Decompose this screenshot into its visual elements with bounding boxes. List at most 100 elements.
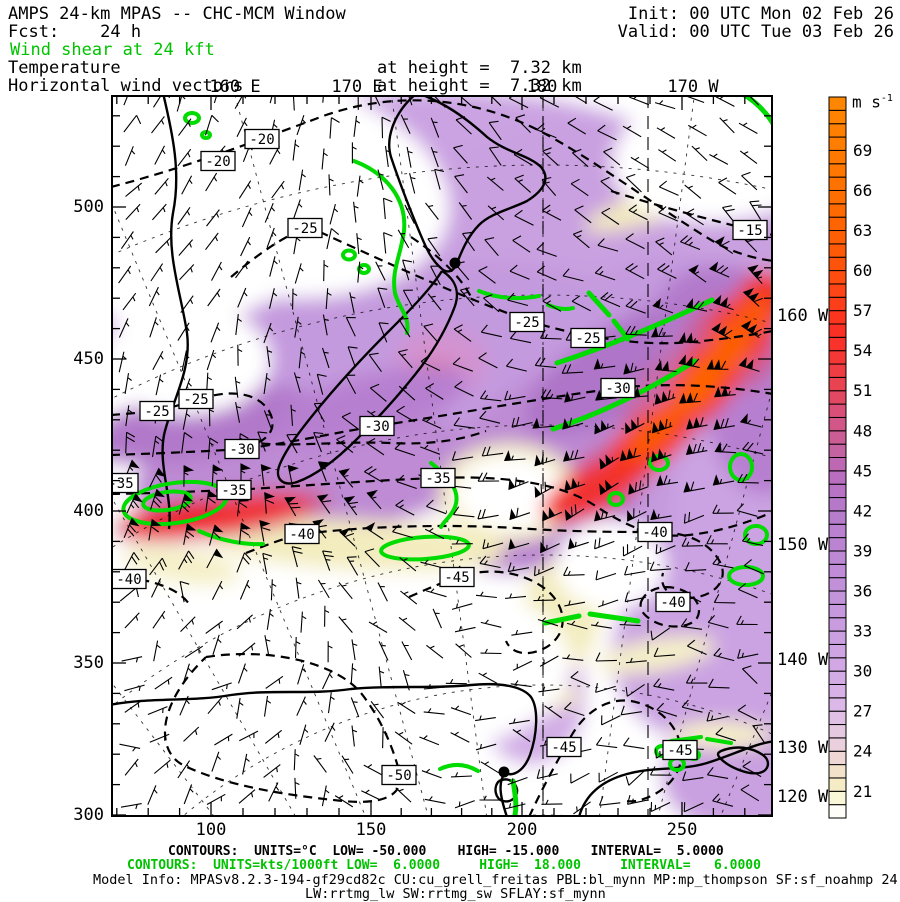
svg-text:-30: -30	[605, 381, 630, 397]
x-axis-tick-label: 100	[195, 820, 227, 840]
contour-label: -25	[287, 217, 323, 239]
y-axis-tick-label: 500	[73, 197, 104, 217]
colorbar-tick-label: 30	[853, 662, 872, 681]
contour-label: -30	[600, 377, 636, 399]
y-axis-tick-label: 350	[73, 653, 104, 673]
station-dot	[498, 766, 510, 778]
contour-label: -25	[509, 311, 545, 333]
contour-label: -40	[111, 568, 147, 590]
svg-text:-20: -20	[205, 154, 230, 170]
right-longitude-label: 150 W	[777, 535, 829, 555]
contour-label: -45	[662, 739, 698, 761]
temperature-contour-info: CONTOURS: UNITS=°C LOW= -50.000 HIGH= -1…	[168, 844, 724, 859]
y-axis-tick-label: 300	[73, 805, 104, 825]
colorbar-tick-label: 57	[853, 301, 872, 320]
station-dot	[449, 257, 461, 269]
contour-label: -45	[439, 566, 475, 588]
model-info-line2: LW:rrtmg_lw SW:rrtmg_sw SFLAY:sf_mynn	[305, 886, 606, 902]
svg-text:-35: -35	[111, 476, 134, 492]
wind-speed-fill	[111, 95, 773, 817]
contour-label: -25	[570, 327, 606, 349]
overlay-wind-label: Horizontal wind vectors	[8, 76, 244, 96]
contour-label: -35	[420, 467, 456, 489]
colorbar-tick-label: 39	[853, 541, 872, 560]
svg-text:-15: -15	[737, 223, 762, 239]
colorbar-tick-label: 36	[853, 582, 872, 601]
svg-text:-25: -25	[575, 331, 600, 347]
contour-label: -45	[546, 736, 582, 758]
svg-text:-25: -25	[144, 404, 169, 420]
station-markers	[449, 257, 510, 778]
colorbar-tick-label: 60	[853, 261, 872, 280]
colorbar-tick-label: 21	[853, 782, 872, 801]
init-time-label: Init: 00 UTC Mon 02 Feb 26	[627, 4, 894, 24]
colorbar-tick-label: 48	[853, 421, 872, 440]
colorbar-tick-label: 27	[853, 702, 872, 721]
wind-height-label: at height = 7.32 km	[377, 76, 582, 96]
overlay-shear-label: Wind shear at 24 kft	[10, 40, 215, 60]
y-axis-tick-label: 450	[73, 349, 104, 369]
svg-text:-35: -35	[221, 483, 246, 499]
top-longitude-label: 160 E	[209, 77, 261, 97]
forecast-hour-label: Fcst: 24 h	[8, 22, 142, 42]
colorbar-tick-label: 54	[853, 341, 872, 360]
top-longitude-label: 170 E	[331, 77, 383, 97]
contour-label: -40	[655, 591, 691, 613]
svg-text:-25: -25	[292, 221, 317, 237]
svg-text:-25: -25	[514, 315, 539, 331]
colorbar-tick-label: 66	[853, 181, 872, 200]
overlay-temperature-label: Temperature	[8, 58, 121, 78]
map-plot: -20 -20 -25 -25 -25 -25 -25 -15 -30 -30 -30 -35 -35 -…	[111, 95, 773, 817]
wind-barbs	[118, 95, 766, 815]
top-longitude-label: 170 W	[667, 77, 719, 97]
colorbar-tick-label: 69	[853, 141, 872, 160]
temperature-height-label: at height = 7.32 km	[377, 58, 582, 78]
colorbar-unit-label: m s-1	[852, 92, 893, 112]
contour-label: -40	[284, 523, 320, 545]
contour-label: -35	[111, 472, 139, 494]
svg-text:-25: -25	[183, 392, 208, 408]
contour-label: -25	[139, 400, 175, 422]
x-axis-tick-label: 200	[506, 820, 538, 840]
right-longitude-label: 130 W	[777, 738, 829, 758]
svg-text:-40: -40	[116, 572, 141, 588]
colorbar-tick-label: 51	[853, 381, 872, 400]
right-longitude-label: 140 W	[777, 650, 829, 670]
contour-label: -50	[381, 764, 417, 786]
right-longitude-label: 160 W	[777, 306, 829, 326]
contour-label: -40	[637, 521, 673, 543]
colorbar-tick-label: 33	[853, 622, 872, 641]
svg-text:-45: -45	[667, 743, 692, 759]
x-axis-tick-label: 250	[666, 820, 698, 840]
valid-time-label: Valid: 00 UTC Tue 03 Feb 26	[617, 22, 894, 42]
top-longitude-label: 180	[526, 77, 558, 97]
svg-text:-45: -45	[551, 740, 576, 756]
contour-label: -20	[244, 128, 280, 150]
contour-label: -30	[359, 415, 395, 437]
svg-text:-50: -50	[386, 768, 411, 784]
svg-text:-45: -45	[444, 570, 469, 586]
colorbar-tick-label: 42	[853, 501, 872, 520]
svg-text:-30: -30	[364, 419, 389, 435]
contour-label: -30	[224, 438, 260, 460]
svg-text:-40: -40	[642, 525, 667, 541]
plot-title: AMPS 24-km MPAS -- CHC-MCM Window	[8, 4, 346, 24]
svg-text:-20: -20	[249, 132, 274, 148]
svg-text:-40: -40	[289, 527, 314, 543]
y-axis-tick-label: 400	[73, 501, 104, 521]
contour-label: -15	[732, 219, 768, 241]
x-axis-tick-label: 150	[355, 820, 387, 840]
model-info-line1: Model Info: MPASv8.2.3-194-gf29cd82c CU:…	[93, 872, 898, 888]
svg-text:-35: -35	[425, 471, 450, 487]
colorbar: 69 66 63 60 57 54 51 48 45 42 39 36 33 30 27 24 21	[828, 96, 872, 819]
contour-label: -25	[178, 388, 214, 410]
contour-label: -35	[216, 479, 252, 501]
coastlines	[111, 95, 773, 817]
colorbar-tick-label: 45	[853, 461, 872, 480]
contour-label: -20	[200, 150, 236, 172]
svg-text:-40: -40	[660, 595, 685, 611]
shear-contour-info: CONTOURS: UNITS=kts/1000ft LOW= 6.0000 H…	[127, 858, 761, 873]
right-longitude-label: 120 W	[777, 787, 829, 807]
colorbar-tick-label: 63	[853, 221, 872, 240]
